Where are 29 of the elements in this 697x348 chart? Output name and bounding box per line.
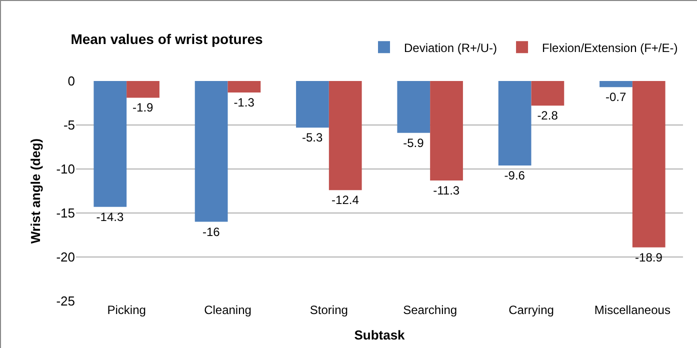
data-label: -16: [202, 224, 220, 239]
data-label: -5.3: [302, 130, 323, 145]
chart-title: Mean values of wrist potures: [70, 31, 264, 48]
data-label: -1.3: [234, 95, 255, 110]
data-label: -11.3: [433, 183, 460, 198]
x-tick-label: Searching: [403, 303, 458, 317]
y-tick-label: -25: [56, 294, 75, 309]
data-label: -12.4: [332, 193, 360, 208]
x-tick-label: Carrying: [508, 303, 554, 317]
y-tick-label: -15: [56, 206, 75, 221]
data-label: -18.9: [635, 250, 663, 264]
y-tick-label: 0: [68, 74, 75, 89]
data-label: -0.7: [605, 90, 626, 104]
y-tick-label: -10: [56, 162, 75, 177]
x-tick-label: Picking: [107, 303, 146, 317]
y-axis-title: Wrist angle (deg): [28, 138, 44, 244]
legend-label: Deviation (R+/U-): [404, 40, 498, 55]
x-tick-label: Cleaning: [204, 303, 252, 317]
x-axis-title: Subtask: [354, 328, 406, 343]
legend-label: Flexion/Extension (F+/E-): [542, 40, 678, 55]
data-label: -5.9: [403, 136, 424, 150]
x-tick-label: Miscellaneous: [594, 303, 670, 317]
y-tick-label: -20: [56, 250, 75, 265]
data-label: -9.6: [504, 168, 526, 182]
y-tick-label: -5: [63, 118, 75, 133]
x-tick-label: Storing: [310, 303, 348, 317]
data-label: -2.8: [537, 108, 558, 123]
data-label: -14.3: [96, 210, 124, 224]
data-label: -1.9: [132, 100, 154, 115]
